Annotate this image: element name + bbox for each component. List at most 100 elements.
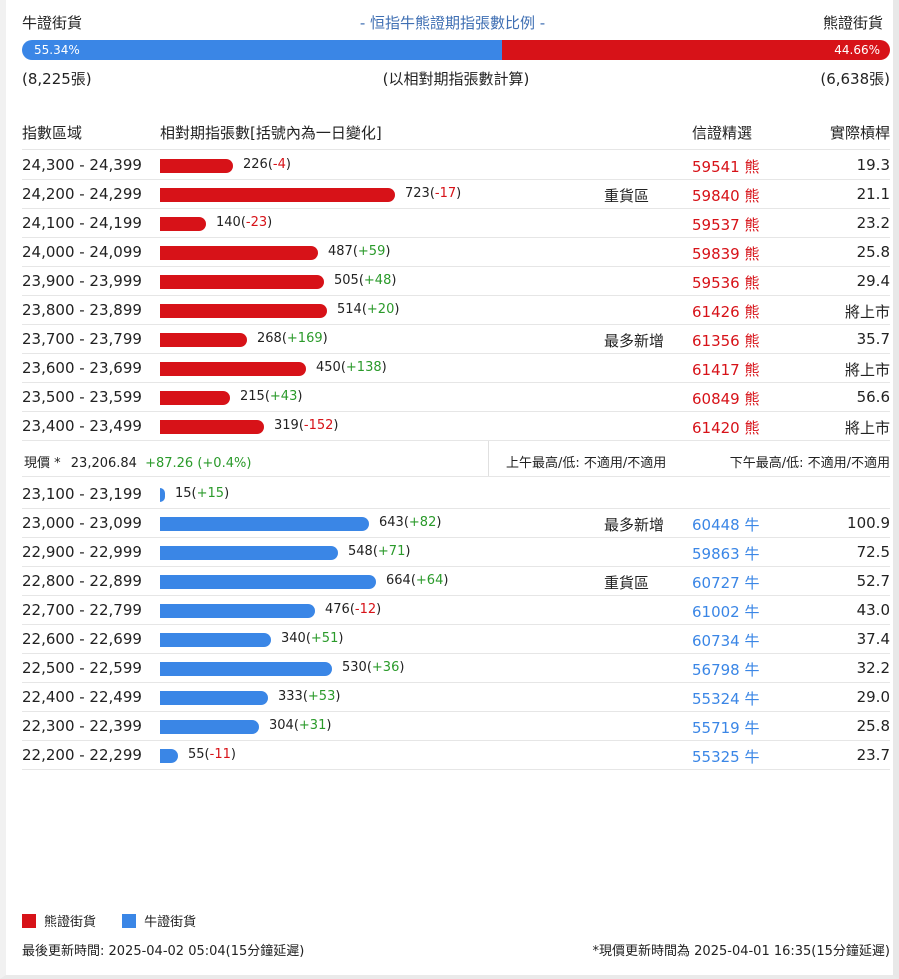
legend: 熊證街貨 牛證街貨	[22, 911, 218, 930]
contract-count: 268(+169)	[257, 331, 328, 346]
contract-bar	[160, 275, 324, 289]
bull-label: 牛證街貨	[22, 14, 83, 32]
panel-header: 牛證街貨 - 恒指牛熊證期指張數比例 - 熊證街貨	[22, 10, 883, 36]
count-change: +169	[286, 331, 323, 346]
count-change: -152	[303, 418, 334, 433]
contract-bar	[160, 575, 376, 589]
index-range: 23,000 - 23,099	[22, 514, 142, 532]
warrant-code-link[interactable]: 55324 牛	[692, 690, 760, 708]
index-range: 23,600 - 23,699	[22, 359, 142, 377]
leverage-value: 25.8	[856, 243, 890, 261]
index-range: 22,600 - 22,699	[22, 630, 142, 648]
warrant-code-link[interactable]: 60448 牛	[692, 516, 760, 534]
warrant-code-link[interactable]: 59863 牛	[692, 545, 760, 563]
index-range: 23,500 - 23,599	[22, 388, 142, 406]
count-value: 514	[337, 302, 362, 317]
contract-count: 664(+64)	[386, 573, 449, 588]
legend-bear-label: 熊證街貨	[44, 915, 97, 930]
contract-bar	[160, 188, 395, 202]
contract-count: 643(+82)	[379, 515, 442, 530]
contract-count: 304(+31)	[269, 718, 332, 733]
leverage-value: 29.4	[856, 272, 890, 290]
warrant-code-link[interactable]: 60849 熊	[692, 390, 760, 408]
count-change: -12	[354, 602, 377, 617]
header-range: 指數區域	[22, 124, 83, 142]
current-price: 現價 * 23,206.84 +87.26 (+0.4%)	[24, 452, 251, 471]
warrant-code-link[interactable]: 55719 牛	[692, 719, 760, 737]
warrant-code-link[interactable]: 59536 熊	[692, 274, 760, 292]
count-value: 643	[379, 515, 404, 530]
warrant-code-link[interactable]: 60727 牛	[692, 574, 760, 592]
header-contracts: 相對期指張數[括號內為一日變化]	[160, 124, 382, 142]
index-range: 22,300 - 22,399	[22, 717, 142, 735]
warrant-code-link[interactable]: 55325 牛	[692, 748, 760, 766]
zone-tag: 最多新增	[604, 516, 665, 534]
index-range: 22,800 - 22,899	[22, 572, 142, 590]
contract-bar	[160, 333, 247, 347]
contract-count: 15(+15)	[175, 486, 230, 501]
contract-count: 487(+59)	[328, 244, 391, 259]
bull-rows: 23,100 - 23,199 15(+15) 23,000 - 23,099 643…	[22, 480, 890, 770]
table-row: 23,600 - 23,699 450(+138) 61417 熊 將上市	[22, 354, 890, 383]
index-range: 22,900 - 22,999	[22, 543, 142, 561]
legend-bear: 熊證街貨	[22, 914, 97, 930]
bear-rows: 24,300 - 24,399 226(-4) 59541 熊 19.3 24,200 …	[22, 151, 890, 441]
warrant-code-link[interactable]: 61356 熊	[692, 332, 760, 350]
bear-total-count: (6,638張)	[820, 70, 890, 88]
contract-count: 55(-11)	[188, 747, 236, 762]
contract-bar	[160, 662, 332, 676]
contract-bar	[160, 362, 306, 376]
contract-bar	[160, 546, 338, 560]
leverage-value: 將上市	[844, 303, 890, 321]
count-change: -4	[272, 157, 286, 172]
warrant-code-link[interactable]: 61420 熊	[692, 419, 760, 437]
contract-bar	[160, 488, 165, 502]
warrant-code-link[interactable]: 59541 熊	[692, 158, 760, 176]
contract-count: 450(+138)	[316, 360, 387, 375]
table-row: 22,600 - 22,699 340(+51) 60734 牛 37.4	[22, 625, 890, 654]
index-range: 24,000 - 24,099	[22, 243, 142, 261]
index-range: 24,300 - 24,399	[22, 156, 142, 174]
count-value: 664	[386, 573, 411, 588]
table-row: 22,200 - 22,299 55(-11) 55325 牛 23.7	[22, 741, 890, 770]
contract-bar	[160, 604, 315, 618]
warrant-code-link[interactable]: 61002 牛	[692, 603, 760, 621]
ratio-bar: 55.34% 44.66%	[22, 40, 890, 60]
contract-count: 723(-17)	[405, 186, 462, 201]
contract-bar	[160, 517, 369, 531]
leverage-value: 將上市	[844, 361, 890, 379]
count-value: 505	[334, 273, 359, 288]
warrant-code-link[interactable]: 60734 牛	[692, 632, 760, 650]
contract-bar	[160, 749, 178, 763]
index-range: 24,200 - 24,299	[22, 185, 142, 203]
count-change: +15	[196, 486, 225, 501]
count-value: 15	[175, 486, 192, 501]
count-change: +53	[307, 689, 336, 704]
leverage-value: 72.5	[856, 543, 890, 561]
leverage-value: 21.1	[856, 185, 890, 203]
leverage-value: 25.8	[856, 717, 890, 735]
count-note: (以相對期指張數計算)	[382, 70, 530, 88]
leverage-value: 52.7	[856, 572, 890, 590]
count-change: +31	[298, 718, 327, 733]
warrant-code-link[interactable]: 61417 熊	[692, 361, 760, 379]
warrant-code-link[interactable]: 61426 熊	[692, 303, 760, 321]
leverage-value: 23.2	[856, 214, 890, 232]
table-row: 22,400 - 22,499 333(+53) 55324 牛 29.0	[22, 683, 890, 712]
count-change: +138	[345, 360, 382, 375]
contract-count: 476(-12)	[325, 602, 382, 617]
count-value: 319	[274, 418, 299, 433]
count-change: -11	[209, 747, 231, 762]
count-change: +51	[310, 631, 339, 646]
warrant-code-link[interactable]: 59839 熊	[692, 245, 760, 263]
count-change: +59	[357, 244, 386, 259]
bull-ratio-fill: 55.34%	[22, 40, 503, 60]
count-change: +82	[408, 515, 437, 530]
warrant-code-link[interactable]: 56798 牛	[692, 661, 760, 679]
warrant-code-link[interactable]: 59840 熊	[692, 187, 760, 205]
contract-bar	[160, 246, 318, 260]
count-change: +43	[269, 389, 298, 404]
count-value: 450	[316, 360, 341, 375]
warrant-code-link[interactable]: 59537 熊	[692, 216, 760, 234]
